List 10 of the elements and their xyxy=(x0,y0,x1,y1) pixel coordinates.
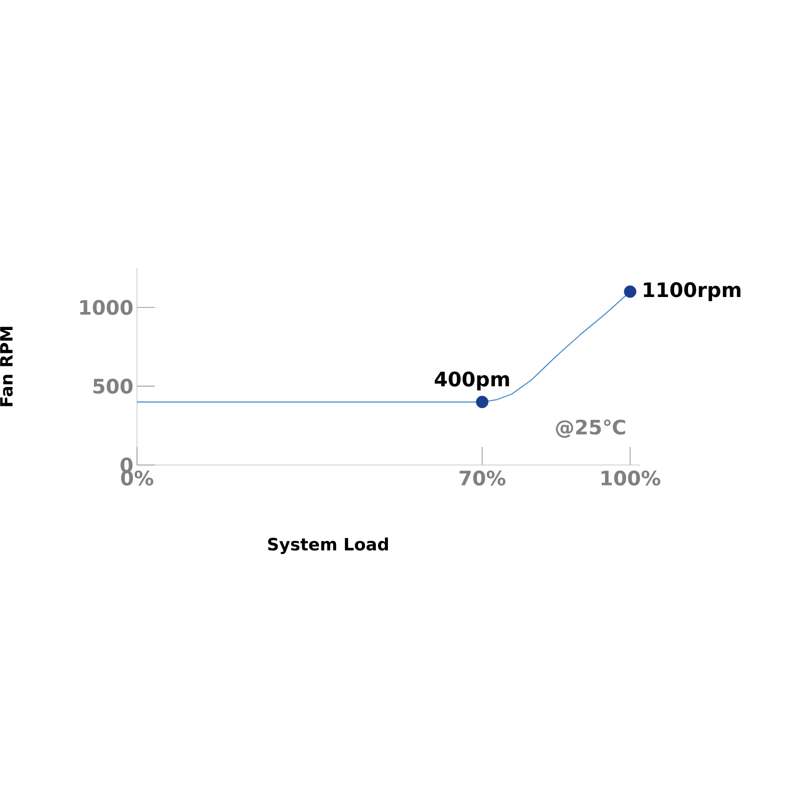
y-tick-label: 1000 xyxy=(80,300,133,315)
annotation: @25℃ xyxy=(556,419,626,438)
x-axis-title: System Load xyxy=(268,537,388,554)
y-axis-title: Fan RPM xyxy=(0,326,13,406)
x-tick-label: 100% xyxy=(602,470,660,486)
data-label: 1100rpm xyxy=(644,282,740,302)
data-label: 400pm xyxy=(434,372,509,390)
x-tick-label: 70% xyxy=(460,470,506,486)
y-tick-label: 500 xyxy=(93,378,133,394)
x-tick-label: 0% xyxy=(121,470,154,486)
